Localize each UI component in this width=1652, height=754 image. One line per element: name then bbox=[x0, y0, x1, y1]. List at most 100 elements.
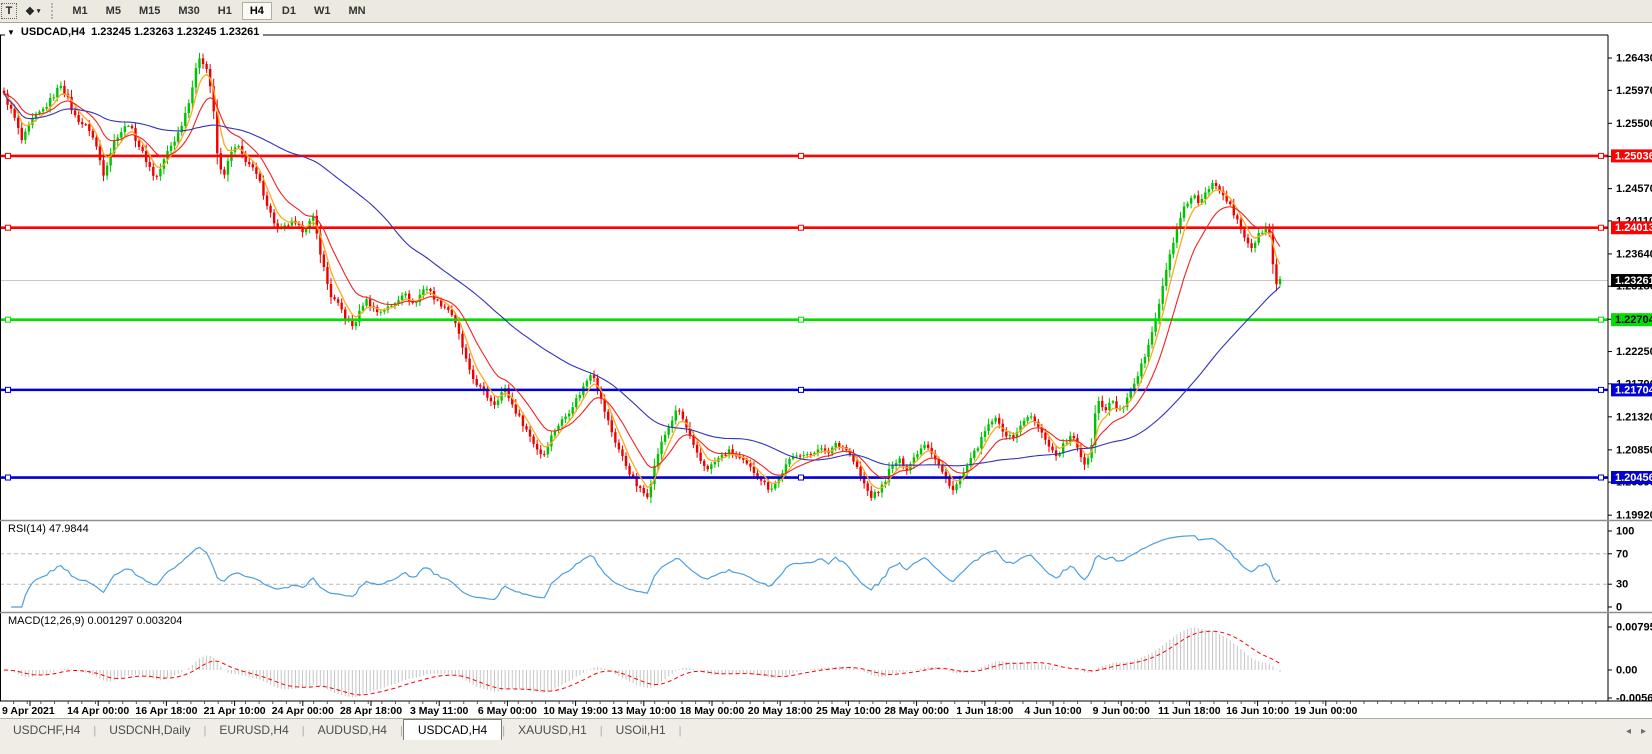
tab-xauusd-h1[interactable]: XAUUSD,H1 bbox=[518, 723, 587, 737]
svg-text:13 May 10:00: 13 May 10:00 bbox=[611, 705, 676, 717]
svg-text:28 Apr 18:00: 28 Apr 18:00 bbox=[340, 705, 402, 717]
timeframe-button-d1[interactable]: D1 bbox=[274, 2, 304, 20]
svg-text:30: 30 bbox=[1616, 579, 1628, 591]
tab-separator: | bbox=[399, 725, 403, 737]
ma-slow-line bbox=[3, 93, 1281, 467]
chart-tabs: USDCHF,H4 | USDCNH,Daily | EURUSD,H4 | AUDUSD,… bbox=[0, 718, 1652, 742]
svg-text:20 May 18:00: 20 May 18:00 bbox=[748, 705, 813, 717]
svg-text:1.25500: 1.25500 bbox=[1616, 118, 1652, 130]
svg-text:18 May 00:00: 18 May 00:00 bbox=[680, 705, 745, 717]
candles bbox=[2, 52, 1282, 504]
svg-text:0.007959: 0.007959 bbox=[1616, 622, 1652, 634]
time-axis: 9 Apr 2021 14 Apr 00:00 16 Apr 18:00 21 Apr… bbox=[2, 701, 1597, 717]
svg-text:1.22250: 1.22250 bbox=[1616, 346, 1652, 358]
svg-text:6 May 00:00: 6 May 00:00 bbox=[478, 705, 537, 717]
svg-text:21 Apr 10:00: 21 Apr 10:00 bbox=[204, 705, 266, 717]
tab-separator: | bbox=[678, 725, 682, 737]
macd-main-value: 0.001297 bbox=[87, 615, 134, 627]
collapse-triangle-icon[interactable]: ▼ bbox=[7, 27, 15, 37]
svg-text:9 Apr 2021: 9 Apr 2021 bbox=[2, 705, 55, 717]
timeframe-button-m30[interactable]: M30 bbox=[170, 2, 207, 20]
tab-separator: | bbox=[203, 725, 207, 737]
svg-text:1.24570: 1.24570 bbox=[1616, 183, 1652, 195]
timeframe-button-group: M1 M5 M15 M30 H1 H4 D1 W1 MN bbox=[64, 2, 373, 20]
svg-text:10 May 19:00: 10 May 19:00 bbox=[543, 705, 608, 717]
chart-symbol: USDCAD,H4 bbox=[20, 26, 86, 38]
svg-text:0: 0 bbox=[1616, 602, 1622, 614]
timeframe-button-m15[interactable]: M15 bbox=[131, 2, 168, 20]
cursor-tool-button[interactable]: ❖ ▾ bbox=[20, 2, 45, 20]
macd-panel bbox=[3, 627, 1281, 698]
svg-text:11 Jun 18:00: 11 Jun 18:00 bbox=[1158, 705, 1221, 717]
cursor-tool-icon: ❖ bbox=[25, 5, 35, 18]
tab-usoil-h1[interactable]: USOil,H1 bbox=[615, 723, 666, 737]
svg-text:19 Jun 00:00: 19 Jun 00:00 bbox=[1294, 705, 1357, 717]
horizontal-line-objects[interactable] bbox=[0, 152, 1608, 481]
panel-frames bbox=[0, 34, 1652, 702]
svg-text:1.23261: 1.23261 bbox=[1615, 275, 1652, 287]
timeframe-button-h1[interactable]: H1 bbox=[210, 2, 240, 20]
svg-text:4 Jun 10:00: 4 Jun 10:00 bbox=[1024, 705, 1081, 717]
svg-text:1.25036: 1.25036 bbox=[1615, 150, 1652, 162]
macd-signal-value: 0.003204 bbox=[136, 615, 183, 627]
price-axis-flags: 1.25036 1.24013 1.22704 1.21704 1.20456 1.232… bbox=[1611, 149, 1652, 485]
toolbar-separator bbox=[51, 3, 58, 19]
indicator-scales: 100 70 30 0 0.007959 0.00 -0.005663 bbox=[1608, 526, 1652, 705]
tab-usdcad-h4[interactable]: USDCAD,H4 bbox=[402, 719, 503, 742]
svg-text:24 Apr 00:00: 24 Apr 00:00 bbox=[272, 705, 334, 717]
svg-text:1.19920: 1.19920 bbox=[1616, 510, 1652, 522]
rsi-value: 47.9844 bbox=[48, 523, 89, 535]
svg-text:16 Apr 18:00: 16 Apr 18:00 bbox=[135, 705, 197, 717]
svg-text:1.25970: 1.25970 bbox=[1616, 85, 1652, 97]
svg-text:1.21704: 1.21704 bbox=[1615, 384, 1652, 396]
ma-fast-line bbox=[3, 73, 1281, 490]
timeframe-button-h4[interactable]: H4 bbox=[241, 2, 272, 20]
svg-text:70: 70 bbox=[1616, 548, 1628, 560]
svg-text:100: 100 bbox=[1616, 526, 1634, 538]
svg-text:14 Apr 00:00: 14 Apr 00:00 bbox=[67, 705, 129, 717]
svg-text:28 May 00:00: 28 May 00:00 bbox=[884, 705, 949, 717]
svg-text:3 May 11:00: 3 May 11:00 bbox=[410, 705, 469, 717]
chart-ohlc-values: 1.23245 1.23263 1.23245 1.23261 bbox=[91, 26, 260, 38]
toolbar: T ❖ ▾ M1 M5 M15 M30 H1 H4 D1 W1 MN bbox=[0, 0, 1652, 23]
tab-eurusd-h4[interactable]: EURUSD,H4 bbox=[219, 723, 289, 737]
ma-mid-line bbox=[3, 92, 1281, 479]
svg-text:1.26430: 1.26430 bbox=[1616, 53, 1652, 65]
timeframe-button-m5[interactable]: M5 bbox=[98, 2, 129, 20]
svg-text:1.23640: 1.23640 bbox=[1616, 248, 1652, 260]
svg-text:1.24013: 1.24013 bbox=[1615, 222, 1652, 234]
svg-text:25 May 10:00: 25 May 10:00 bbox=[816, 705, 881, 717]
macd-name: MACD(12,26,9) bbox=[8, 615, 85, 627]
tab-separator: | bbox=[502, 725, 506, 737]
text-tool-button[interactable]: T bbox=[0, 2, 18, 20]
tab-separator: | bbox=[93, 725, 97, 737]
macd-indicator-label: MACD(12,26,9) 0.001297 0.003204 bbox=[5, 615, 186, 627]
svg-text:0.00: 0.00 bbox=[1616, 665, 1637, 677]
svg-text:1.20850: 1.20850 bbox=[1616, 444, 1652, 456]
tab-usdchf-h4[interactable]: USDCHF,H4 bbox=[13, 723, 81, 737]
tab-scroll-right-icon[interactable]: ▸ bbox=[1640, 726, 1646, 737]
svg-text:1.20456: 1.20456 bbox=[1615, 472, 1652, 484]
tab-usdcnh-daily[interactable]: USDCNH,Daily bbox=[109, 723, 191, 737]
svg-text:16 Jun 10:00: 16 Jun 10:00 bbox=[1226, 705, 1289, 717]
svg-text:9 Jun 00:00: 9 Jun 00:00 bbox=[1093, 705, 1150, 717]
rsi-panel bbox=[0, 535, 1608, 608]
svg-text:1.22704: 1.22704 bbox=[1615, 314, 1652, 326]
timeframe-button-mn[interactable]: MN bbox=[340, 2, 373, 20]
timeframe-button-w1[interactable]: W1 bbox=[306, 2, 339, 20]
timeframe-button-m1[interactable]: M1 bbox=[64, 2, 95, 20]
chart-title: ▼ USDCAD,H4 1.23245 1.23263 1.23245 1.23… bbox=[5, 26, 264, 39]
status-bar bbox=[0, 740, 1652, 754]
tab-separator: | bbox=[301, 725, 305, 737]
svg-text:1 Jun 18:00: 1 Jun 18:00 bbox=[956, 705, 1013, 717]
rsi-indicator-label: RSI(14) 47.9844 bbox=[5, 523, 92, 535]
tab-scroll-left-icon[interactable]: ◂ bbox=[1625, 726, 1631, 737]
chevron-down-icon: ▾ bbox=[36, 8, 41, 15]
tab-audusd-h4[interactable]: AUDUSD,H4 bbox=[317, 723, 387, 737]
rsi-name: RSI(14) bbox=[8, 523, 46, 535]
price-axis: 1.264301.259701.255001.250301.245701.241… bbox=[1608, 53, 1652, 522]
svg-text:-0.005663: -0.005663 bbox=[1616, 693, 1652, 705]
tab-separator: | bbox=[599, 725, 603, 737]
